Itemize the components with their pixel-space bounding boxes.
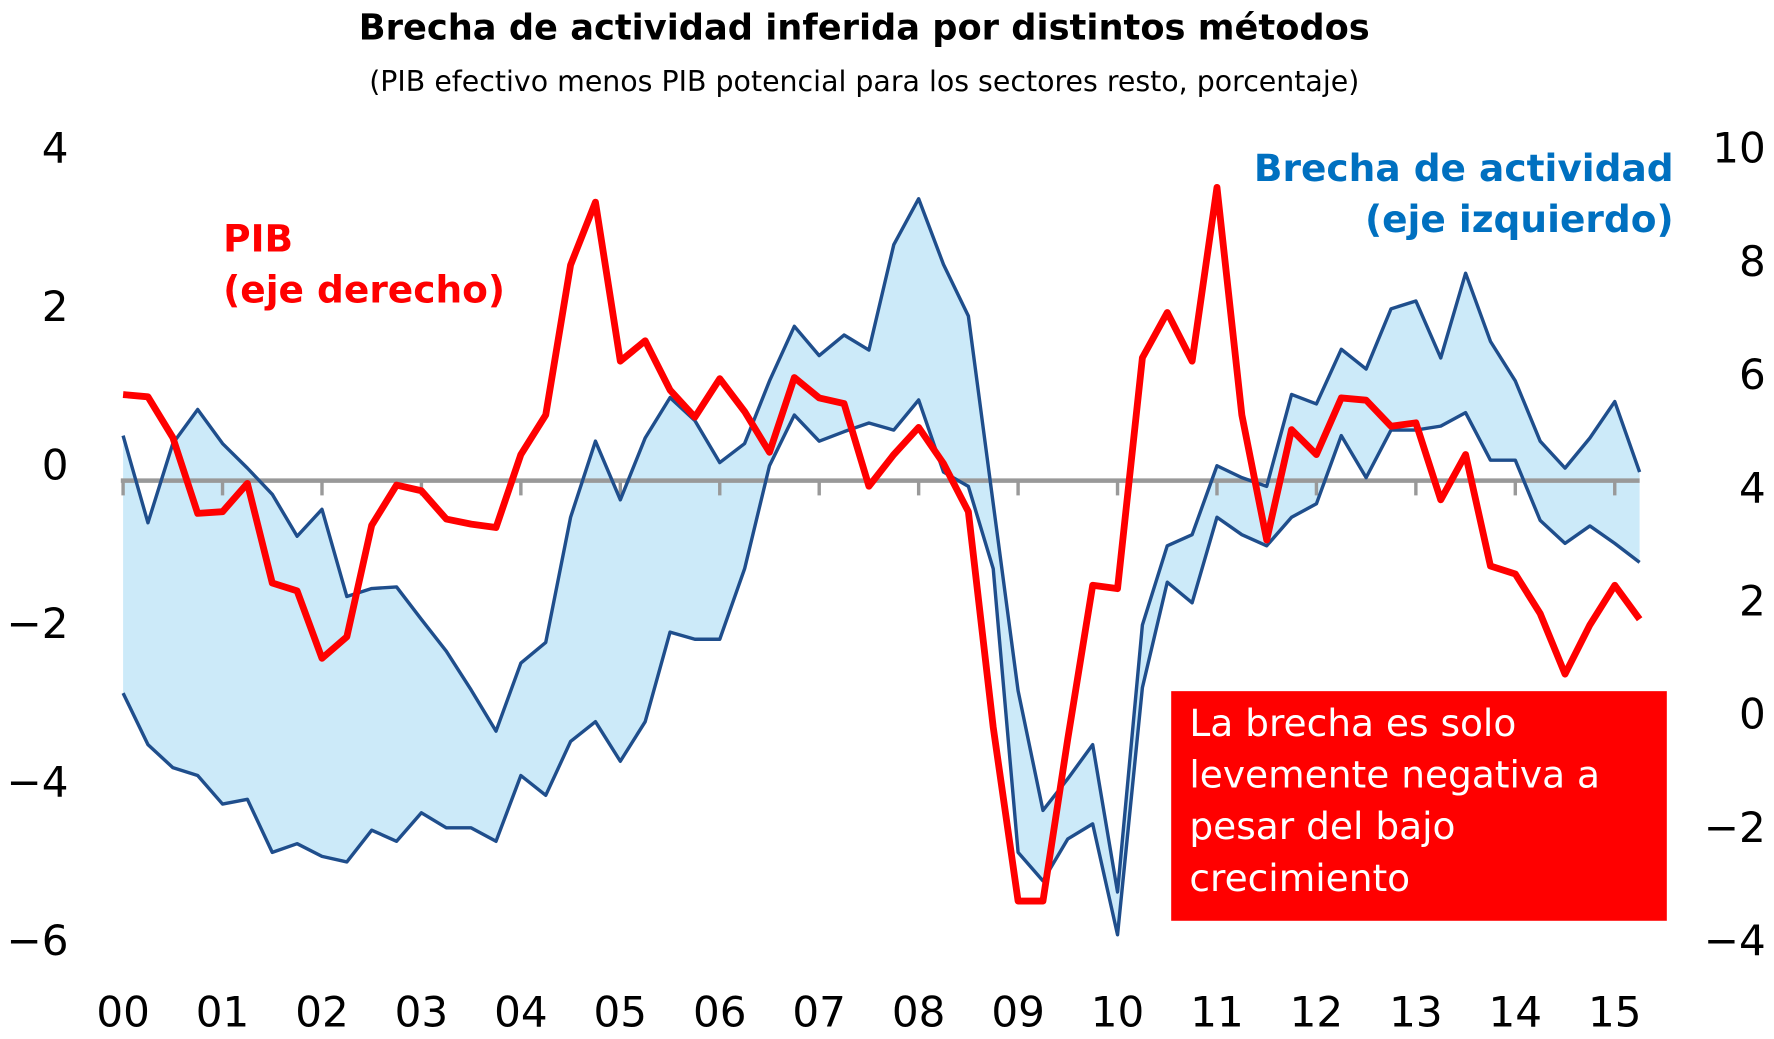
band-fill [123, 198, 1640, 935]
series-label: Brecha de actividad [1254, 146, 1674, 190]
y2-tick-label: 2 [1739, 576, 1766, 625]
y-tick-label: 2 [42, 282, 69, 331]
band-upper-line [121, 197, 1642, 894]
y2-tick-label: 0 [1739, 690, 1766, 739]
x-tick-label: 08 [892, 988, 946, 1037]
x-tick-label: 00 [96, 988, 150, 1037]
y-tick-label: −6 [7, 916, 69, 965]
series-label: PIB [223, 216, 293, 260]
chart-subtitle: (PIB efectivo menos PIB potencial para l… [369, 65, 1359, 98]
x-tick-label: 05 [594, 988, 648, 1037]
gdp-line [122, 183, 1643, 905]
x-tick-label: 07 [792, 988, 846, 1037]
annotation-box [1171, 691, 1667, 921]
y2-tick-label: 8 [1739, 237, 1766, 286]
x-tick-label: 15 [1588, 988, 1642, 1037]
annotation-text: crecimiento [1189, 856, 1410, 900]
y2-tick-label: −4 [1704, 916, 1766, 965]
y2-tick-label: −2 [1704, 803, 1766, 852]
y2-tick-label: 6 [1739, 350, 1766, 399]
y2-tick-label: 10 [1712, 124, 1766, 173]
x-tick-label: 04 [494, 988, 548, 1037]
x-tick-label: 13 [1389, 988, 1443, 1037]
y-tick-label: 0 [42, 441, 69, 490]
x-tick-label: 01 [196, 988, 250, 1037]
x-tick-label: 14 [1489, 988, 1543, 1037]
annotation-text: La brecha es solo [1189, 701, 1516, 745]
x-tick-label: 03 [395, 988, 449, 1037]
band-lower-line [121, 398, 1641, 937]
x-tick-label: 09 [991, 988, 1045, 1037]
annotation-text: pesar del bajo [1189, 804, 1455, 848]
x-tick-label: 10 [1091, 988, 1145, 1037]
y-tick-label: −2 [7, 599, 69, 648]
x-tick-label: 06 [693, 988, 747, 1037]
y2-tick-label: 4 [1739, 463, 1766, 512]
x-tick-label: 02 [295, 988, 349, 1037]
x-tick-label: 11 [1190, 988, 1244, 1037]
y-tick-label: 4 [42, 124, 69, 173]
x-tick-label: 12 [1290, 988, 1344, 1037]
series-label: (eje derecho) [223, 268, 505, 312]
annotation-text: levemente negativa a [1189, 752, 1600, 796]
y-tick-label: −4 [7, 758, 69, 807]
chart-title: Brecha de actividad inferida por distint… [359, 8, 1370, 49]
series-label: (eje izquierdo) [1365, 197, 1674, 241]
